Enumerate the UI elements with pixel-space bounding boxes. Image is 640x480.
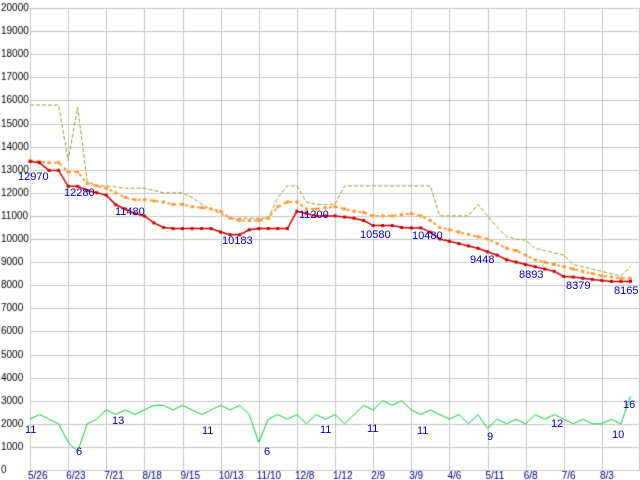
price-history-chart: 12970 12280 11480 10183 11200 10580 10480 9448 8… [0,0,640,480]
chart-canvas [0,0,640,480]
